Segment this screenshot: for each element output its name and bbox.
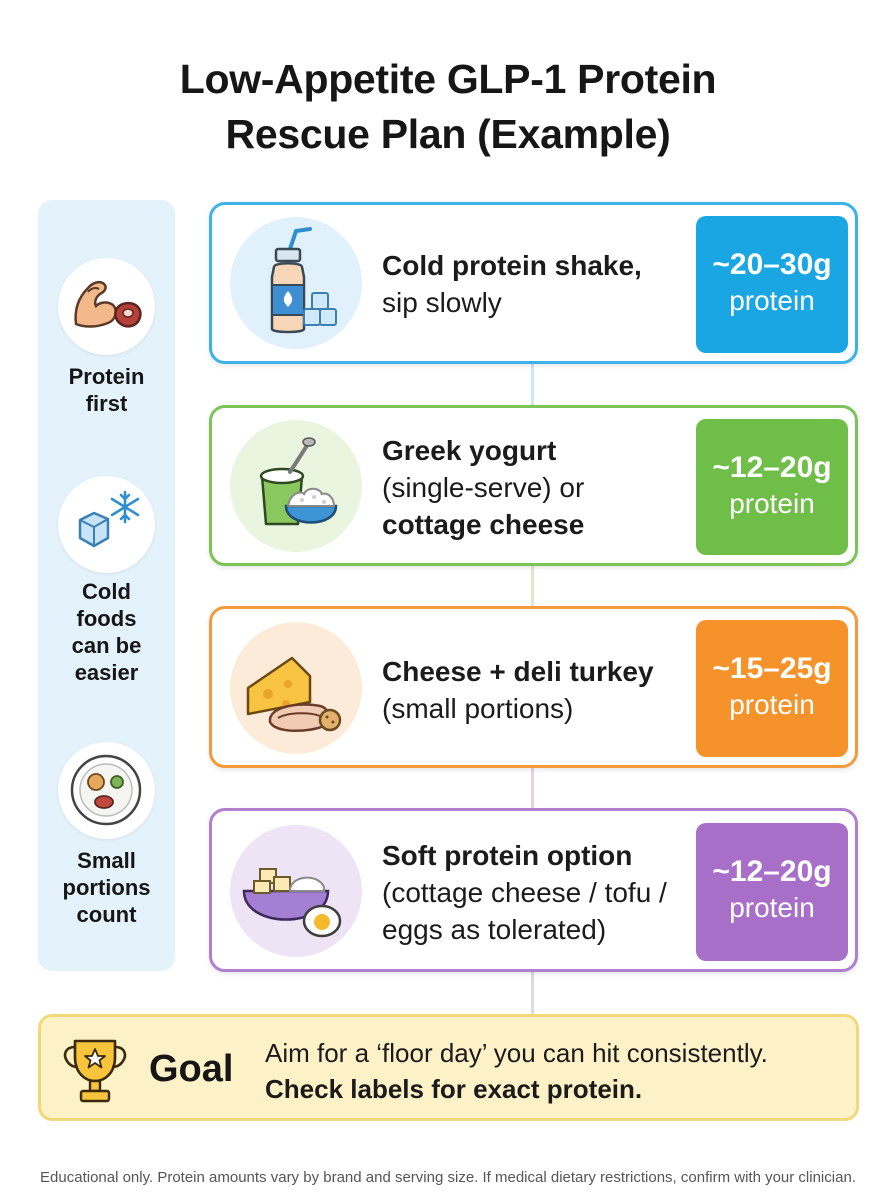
tofu-egg-bowl-icon (230, 825, 362, 957)
yogurt-cottage-cheese-icon (230, 420, 362, 552)
goal-label: Goal (149, 1048, 234, 1090)
option-card-soft-protein: Soft protein option (cottage cheese / to… (209, 808, 858, 972)
protein-amount-badge: ~12–20g protein (696, 823, 848, 961)
connector-line (531, 972, 534, 1014)
cheese-turkey-icon (230, 622, 362, 754)
flexed-arm-steak-icon (58, 258, 155, 355)
card-description: Cold protein shake, sip slowly (382, 250, 642, 318)
connector-line (531, 566, 534, 606)
protein-amount-badge: ~20–30g protein (696, 216, 848, 353)
connector-line (531, 768, 534, 808)
trophy-icon (59, 1031, 131, 1105)
goal-description: Aim for a ‘floor day’ you can hit consis… (265, 1038, 768, 1104)
protein-amount-badge: ~15–25g protein (696, 620, 848, 757)
card-description: Greek yogurt (single-serve) or cottage c… (382, 435, 585, 540)
goal-banner: Goal Aim for a ‘floor day’ you can hit c… (38, 1014, 859, 1121)
protein-shake-bottle-icon (230, 217, 362, 349)
protein-amount-badge: ~12–20g protein (696, 419, 848, 555)
disclaimer-footnote: Educational only. Protein amounts vary b… (40, 1169, 856, 1186)
option-card-protein-shake: Cold protein shake, sip slowly ~20–30g p… (209, 202, 858, 364)
ice-cube-snowflake-icon (58, 476, 155, 573)
tip-cold-foods: Cold foods can be easier (71, 579, 142, 685)
title-line-1: Low-Appetite GLP-1 Protein (179, 56, 717, 102)
tip-small-portions: Small portions count (62, 848, 151, 927)
small-plate-icon (58, 742, 155, 839)
title-line-2: Rescue Plan (Example) (225, 111, 671, 157)
page-title: Low-Appetite GLP-1 Protein Rescue Plan (… (0, 52, 896, 162)
card-description: Soft protein option (cottage cheese / to… (382, 840, 667, 945)
option-card-greek-yogurt: Greek yogurt (single-serve) or cottage c… (209, 405, 858, 566)
tip-protein-first: Protein first (68, 364, 145, 416)
option-card-cheese-turkey: Cheese + deli turkey (small portions) ~1… (209, 606, 858, 768)
connector-line (531, 364, 534, 406)
tips-sidebar: Protein first Cold foods can be easier (38, 200, 175, 971)
card-description: Cheese + deli turkey (small portions) (382, 656, 654, 724)
